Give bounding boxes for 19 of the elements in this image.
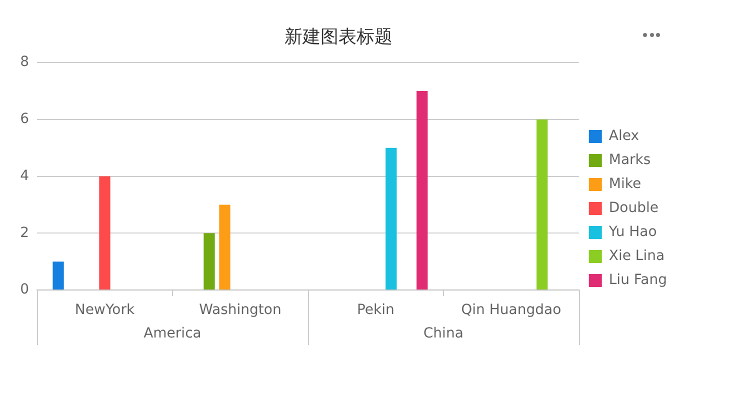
- legend-label: Alex: [608, 128, 640, 144]
- y-tick-label: 0: [20, 282, 29, 298]
- legend-label: Marks: [608, 152, 651, 168]
- text: America: [144, 326, 202, 342]
- x-tick-label: NewYork: [74, 302, 136, 318]
- x-tick-label: Pekin: [356, 302, 394, 318]
- legend-label: Mike: [608, 176, 642, 192]
- y-tick-label: 6: [20, 111, 30, 128]
- y-tick-label: 4: [20, 168, 30, 184]
- y-tick-label: 2: [20, 224, 29, 241]
- x-tick-label: Washington: [199, 302, 282, 318]
- legend-label: Double: [608, 200, 658, 216]
- y-tick-label: 8: [20, 54, 29, 70]
- text: China: [423, 326, 464, 342]
- legend-label: Yu Hao: [608, 224, 657, 240]
- legend-label: Xie Lina: [608, 248, 665, 264]
- chart-title: 新建图表标题: [284, 26, 392, 48]
- x-tick-label: Qin Huangdao: [461, 302, 562, 318]
- legend-label: Liu Fang: [608, 272, 668, 288]
